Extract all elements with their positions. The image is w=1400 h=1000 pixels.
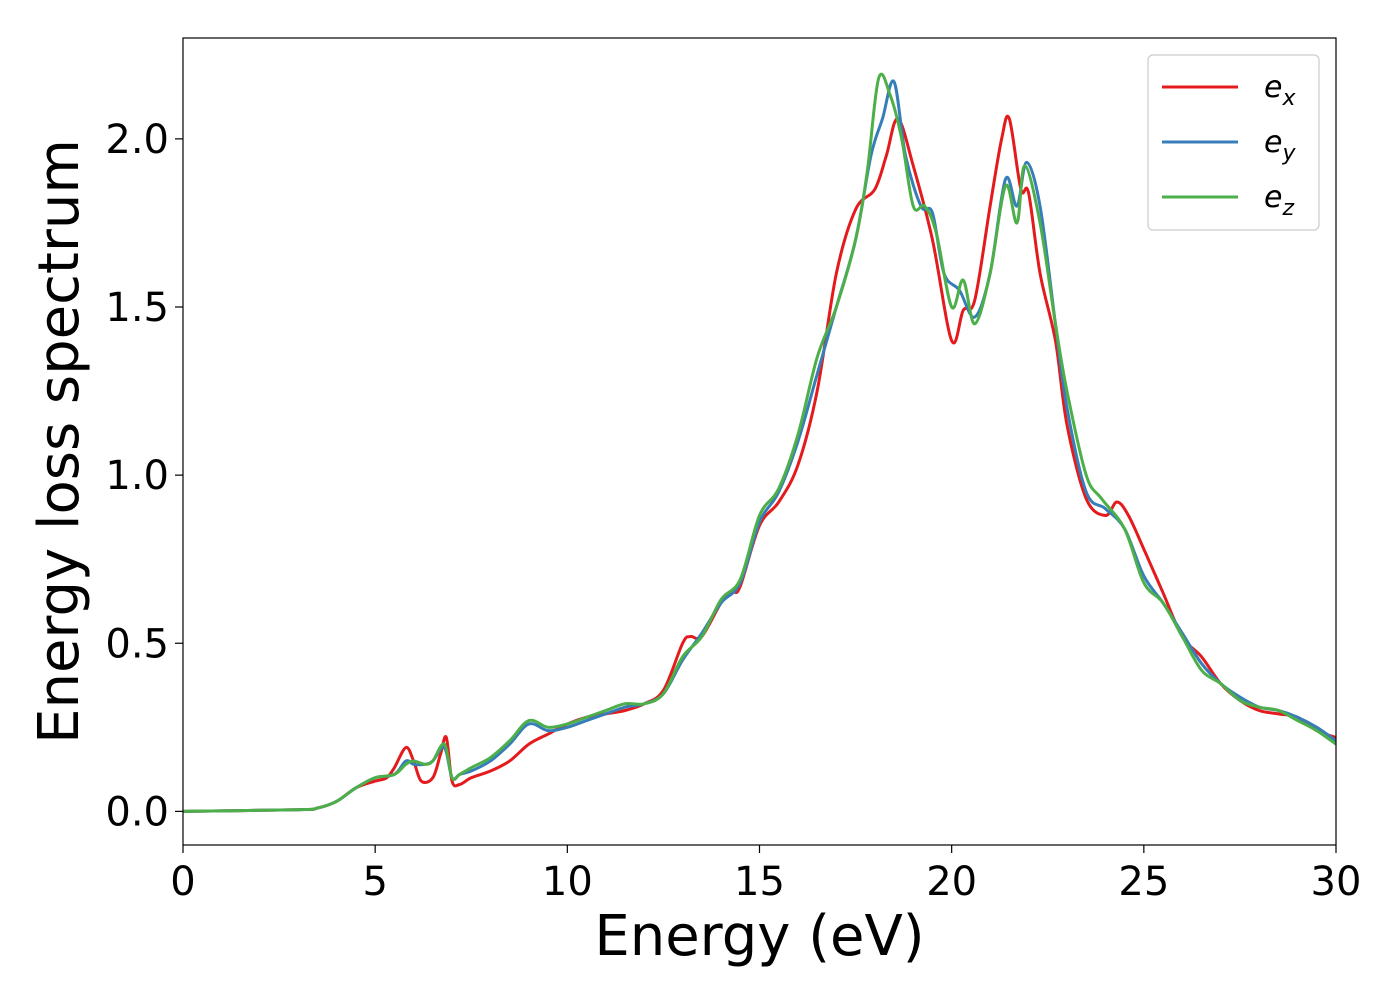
legend-label-base: e (1264, 125, 1282, 160)
x-tick-label: 10 (542, 859, 593, 905)
x-tick-label: 15 (734, 859, 785, 905)
x-tick-label: 25 (1118, 859, 1169, 905)
series-line-z (183, 72, 1336, 813)
y-tick-label: 0.0 (105, 789, 169, 835)
y-tick-label: 1.5 (105, 285, 169, 331)
legend-label-base: e (1264, 180, 1282, 215)
y-tick-label: 1.0 (105, 453, 169, 499)
x-tick-label: 0 (170, 859, 195, 905)
legend-label-z: ez (1264, 180, 1294, 221)
legend-label-subscript: y (1281, 141, 1296, 166)
y-axis-ticks: 0.0 0.5 1.0 1.5 2.0 (105, 117, 183, 835)
y-tick-label: 2.0 (105, 117, 169, 163)
legend-label-base: e (1264, 70, 1282, 105)
legend-label-x: ex (1264, 70, 1296, 111)
legend-label-subscript: z (1281, 196, 1294, 221)
x-tick-label: 20 (926, 859, 977, 905)
x-axis-label: Energy (eV) (594, 904, 924, 969)
y-tick-label: 0.5 (105, 621, 169, 667)
legend-label-subscript: x (1281, 86, 1296, 111)
x-axis-ticks: 0 5 10 15 20 25 30 (170, 845, 1361, 905)
x-tick-label: 30 (1311, 859, 1362, 905)
series-lines (183, 72, 1336, 813)
y-axis-label: Energy loss spectrum (27, 139, 92, 744)
series-line-x (183, 114, 1336, 813)
legend-label-y: ey (1264, 125, 1296, 166)
x-tick-label: 5 (362, 859, 387, 905)
